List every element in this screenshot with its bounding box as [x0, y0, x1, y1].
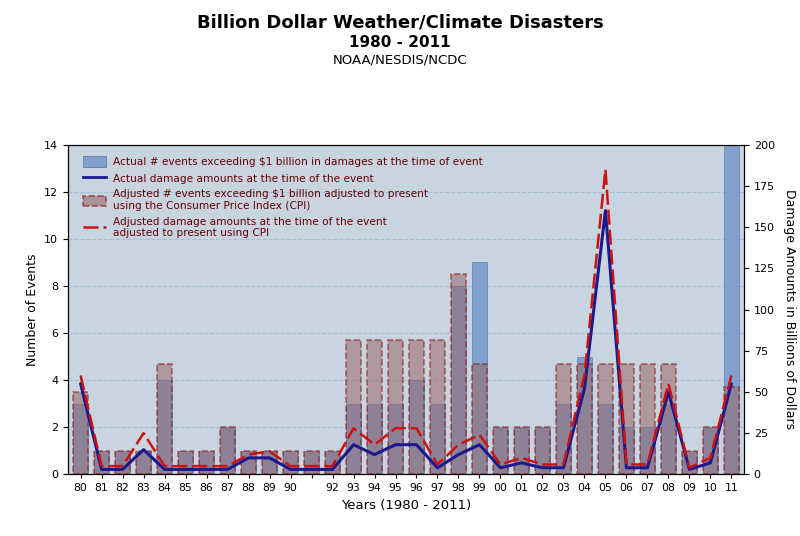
Bar — [73, 404, 88, 474]
Bar — [157, 380, 172, 474]
Bar — [703, 427, 718, 474]
Bar — [157, 364, 172, 474]
Bar — [73, 392, 88, 474]
Bar — [556, 364, 571, 474]
Bar — [472, 263, 487, 474]
Bar — [472, 364, 487, 474]
Bar — [661, 404, 676, 474]
Bar — [598, 364, 613, 474]
Bar — [115, 451, 130, 474]
Legend: Actual # events exceeding $1 billion in damages at the time of event, Actual dam: Actual # events exceeding $1 billion in … — [80, 153, 486, 242]
Bar — [178, 451, 193, 474]
Text: NOAA/NESDIS/NCDC: NOAA/NESDIS/NCDC — [333, 54, 467, 66]
Text: 1980 - 2011: 1980 - 2011 — [349, 35, 451, 50]
Bar — [493, 427, 508, 474]
Bar — [199, 451, 214, 474]
Bar — [409, 340, 424, 474]
Bar — [556, 404, 571, 474]
Bar — [619, 364, 634, 474]
Bar — [388, 404, 403, 474]
Bar — [577, 356, 592, 474]
Bar — [724, 145, 739, 474]
Bar — [283, 451, 298, 474]
Bar — [661, 364, 676, 474]
Bar — [640, 427, 655, 474]
Bar — [682, 451, 697, 474]
Bar — [619, 427, 634, 474]
Bar — [493, 427, 508, 474]
Bar — [430, 404, 445, 474]
X-axis label: Years (1980 - 2011): Years (1980 - 2011) — [341, 499, 471, 512]
Y-axis label: Number of Events: Number of Events — [26, 254, 38, 366]
Bar — [346, 340, 361, 474]
Bar — [535, 427, 550, 474]
Bar — [136, 451, 151, 474]
Bar — [451, 286, 466, 474]
Bar — [241, 451, 256, 474]
Bar — [598, 404, 613, 474]
Bar — [136, 451, 151, 474]
Bar — [325, 451, 340, 474]
Bar — [388, 340, 403, 474]
Bar — [682, 451, 697, 474]
Bar — [703, 427, 718, 474]
Bar — [241, 451, 256, 474]
Bar — [94, 451, 109, 474]
Bar — [535, 427, 550, 474]
Bar — [262, 451, 277, 474]
Bar — [199, 451, 214, 474]
Bar — [640, 364, 655, 474]
Bar — [514, 427, 529, 474]
Bar — [514, 427, 529, 474]
Bar — [451, 274, 466, 474]
Bar — [577, 364, 592, 474]
Bar — [325, 451, 340, 474]
Bar — [367, 340, 382, 474]
Bar — [304, 451, 319, 474]
Y-axis label: Damage Amounts in Billions of Dollars: Damage Amounts in Billions of Dollars — [783, 190, 796, 429]
Bar — [178, 451, 193, 474]
Bar — [346, 404, 361, 474]
Bar — [115, 451, 130, 474]
Bar — [283, 451, 298, 474]
Bar — [220, 427, 235, 474]
Bar — [724, 387, 739, 474]
Bar — [94, 451, 109, 474]
Bar — [262, 451, 277, 474]
Bar — [430, 340, 445, 474]
Text: Billion Dollar Weather/Climate Disasters: Billion Dollar Weather/Climate Disasters — [197, 13, 603, 32]
Bar — [409, 380, 424, 474]
Bar — [304, 451, 319, 474]
Bar — [367, 404, 382, 474]
Bar — [220, 427, 235, 474]
